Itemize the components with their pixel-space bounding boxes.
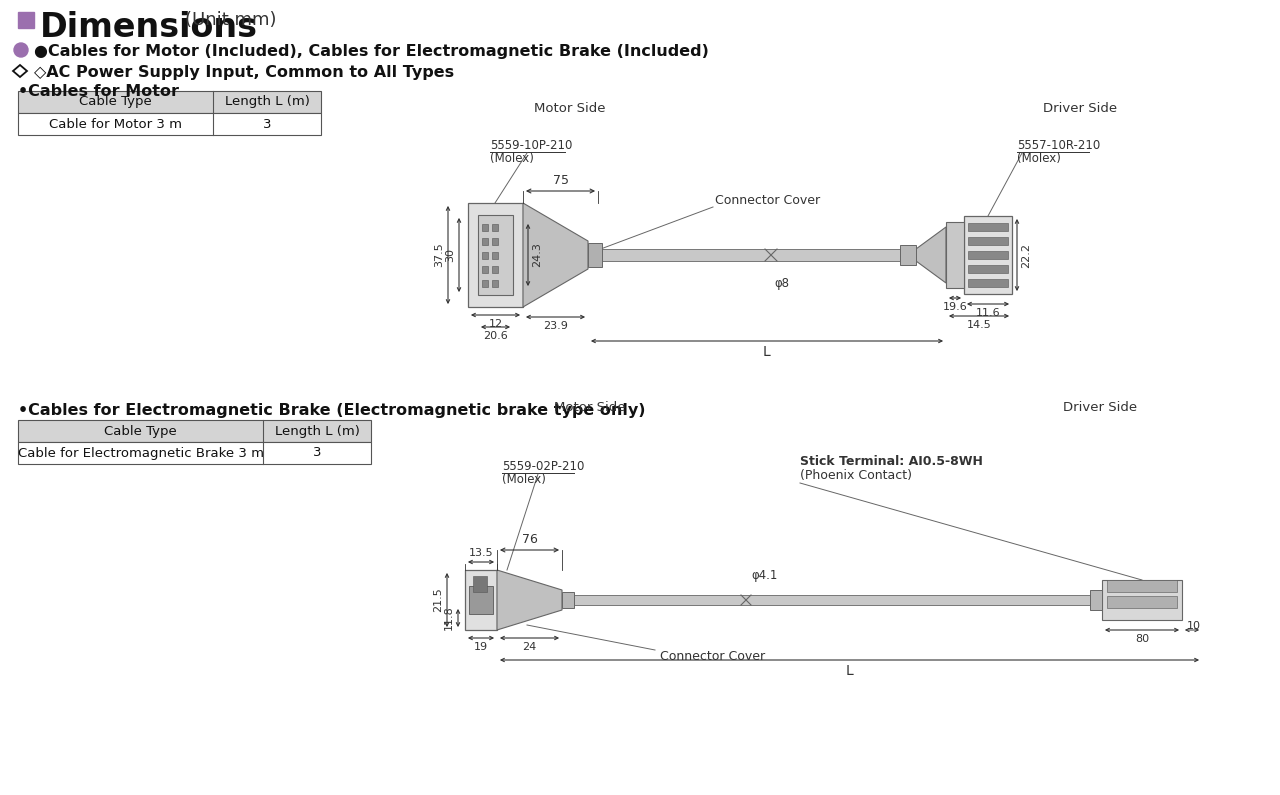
Text: Driver Side: Driver Side bbox=[1062, 401, 1137, 414]
Text: (Unit mm): (Unit mm) bbox=[186, 11, 276, 29]
Text: 76: 76 bbox=[521, 533, 538, 546]
Bar bbox=[1102, 580, 1181, 620]
Text: Cable Type: Cable Type bbox=[104, 425, 177, 437]
Bar bbox=[18, 442, 371, 464]
Bar bbox=[602, 249, 900, 261]
Bar bbox=[492, 238, 498, 245]
Text: Cable for Electromagnetic Brake 3 m: Cable for Electromagnetic Brake 3 m bbox=[18, 447, 264, 460]
Bar bbox=[968, 237, 1009, 245]
Text: 20.6: 20.6 bbox=[483, 331, 508, 341]
Bar bbox=[474, 576, 486, 592]
Text: (Molex): (Molex) bbox=[502, 473, 545, 486]
Text: 19: 19 bbox=[474, 642, 488, 652]
Polygon shape bbox=[524, 203, 588, 307]
Text: 19.6: 19.6 bbox=[942, 302, 968, 312]
Bar bbox=[900, 245, 916, 265]
Text: 22.2: 22.2 bbox=[1021, 242, 1030, 267]
Text: Connector Cover: Connector Cover bbox=[716, 194, 820, 207]
Text: 37.5: 37.5 bbox=[434, 242, 444, 267]
Bar bbox=[483, 223, 488, 231]
Bar bbox=[468, 586, 493, 614]
Text: 11.6: 11.6 bbox=[975, 308, 1000, 318]
Text: 5559-10P-210: 5559-10P-210 bbox=[490, 139, 572, 152]
Text: 24.3: 24.3 bbox=[532, 242, 541, 267]
Bar bbox=[483, 238, 488, 245]
Bar bbox=[483, 266, 488, 273]
Text: Cable Type: Cable Type bbox=[79, 95, 152, 108]
Text: 30: 30 bbox=[445, 248, 454, 262]
Bar bbox=[1091, 590, 1102, 610]
Bar bbox=[588, 243, 602, 267]
Text: (Phoenix Contact): (Phoenix Contact) bbox=[800, 469, 911, 482]
Bar bbox=[477, 215, 513, 295]
Text: •Cables for Motor: •Cables for Motor bbox=[18, 84, 179, 99]
Text: L: L bbox=[846, 664, 854, 678]
Bar bbox=[492, 280, 498, 286]
Text: φ4.1: φ4.1 bbox=[751, 569, 777, 582]
Bar bbox=[18, 91, 321, 113]
Text: 5559-02P-210: 5559-02P-210 bbox=[502, 460, 585, 473]
Text: 21.5: 21.5 bbox=[433, 588, 443, 612]
Bar bbox=[465, 570, 497, 630]
Bar bbox=[964, 216, 1012, 294]
Bar bbox=[573, 595, 1091, 605]
Bar bbox=[492, 251, 498, 258]
Text: Length L (m): Length L (m) bbox=[224, 95, 310, 108]
Text: Connector Cover: Connector Cover bbox=[660, 650, 765, 663]
Bar bbox=[1107, 580, 1178, 592]
Bar bbox=[468, 203, 524, 307]
Text: L: L bbox=[763, 345, 771, 359]
Text: •Cables for Electromagnetic Brake (Electromagnetic brake type only): •Cables for Electromagnetic Brake (Elect… bbox=[18, 403, 645, 418]
Text: 10: 10 bbox=[1187, 621, 1201, 631]
Text: ◇AC Power Supply Input, Common to All Types: ◇AC Power Supply Input, Common to All Ty… bbox=[35, 65, 454, 80]
Bar bbox=[18, 113, 321, 135]
Text: 11.8: 11.8 bbox=[444, 606, 454, 630]
Text: 5557-10R-210: 5557-10R-210 bbox=[1018, 139, 1101, 152]
Text: Motor Side: Motor Side bbox=[534, 102, 605, 115]
Text: Motor Side: Motor Side bbox=[554, 401, 626, 414]
Text: Driver Side: Driver Side bbox=[1043, 102, 1117, 115]
Text: 80: 80 bbox=[1135, 634, 1149, 644]
Text: 3: 3 bbox=[312, 447, 321, 460]
Text: (Molex): (Molex) bbox=[1018, 152, 1061, 165]
Bar bbox=[968, 265, 1009, 273]
Bar bbox=[562, 592, 573, 608]
Bar bbox=[18, 420, 371, 442]
Bar bbox=[968, 251, 1009, 259]
Bar bbox=[968, 279, 1009, 287]
Circle shape bbox=[14, 43, 28, 57]
Text: Cable for Motor 3 m: Cable for Motor 3 m bbox=[49, 118, 182, 130]
Text: 12: 12 bbox=[489, 319, 503, 329]
Text: 23.9: 23.9 bbox=[543, 321, 568, 331]
Bar bbox=[483, 251, 488, 258]
Text: Length L (m): Length L (m) bbox=[275, 425, 360, 437]
Text: Dimensions: Dimensions bbox=[40, 11, 259, 44]
Bar bbox=[483, 280, 488, 286]
Bar bbox=[946, 222, 964, 288]
Text: φ8: φ8 bbox=[774, 277, 788, 290]
Text: Stick Terminal: AI0.5-8WH: Stick Terminal: AI0.5-8WH bbox=[800, 455, 983, 468]
Bar bbox=[1107, 596, 1178, 608]
Text: (Molex): (Molex) bbox=[490, 152, 534, 165]
Bar bbox=[968, 223, 1009, 231]
Bar bbox=[18, 12, 35, 28]
Polygon shape bbox=[497, 570, 562, 630]
Text: ●Cables for Motor (Included), Cables for Electromagnetic Brake (Included): ●Cables for Motor (Included), Cables for… bbox=[35, 44, 709, 59]
Bar bbox=[492, 266, 498, 273]
Text: 3: 3 bbox=[262, 118, 271, 130]
Text: 24: 24 bbox=[522, 642, 536, 652]
Polygon shape bbox=[916, 227, 946, 283]
Text: 75: 75 bbox=[553, 174, 568, 187]
Text: 14.5: 14.5 bbox=[966, 320, 992, 330]
Text: 13.5: 13.5 bbox=[468, 548, 493, 558]
Bar bbox=[492, 223, 498, 231]
